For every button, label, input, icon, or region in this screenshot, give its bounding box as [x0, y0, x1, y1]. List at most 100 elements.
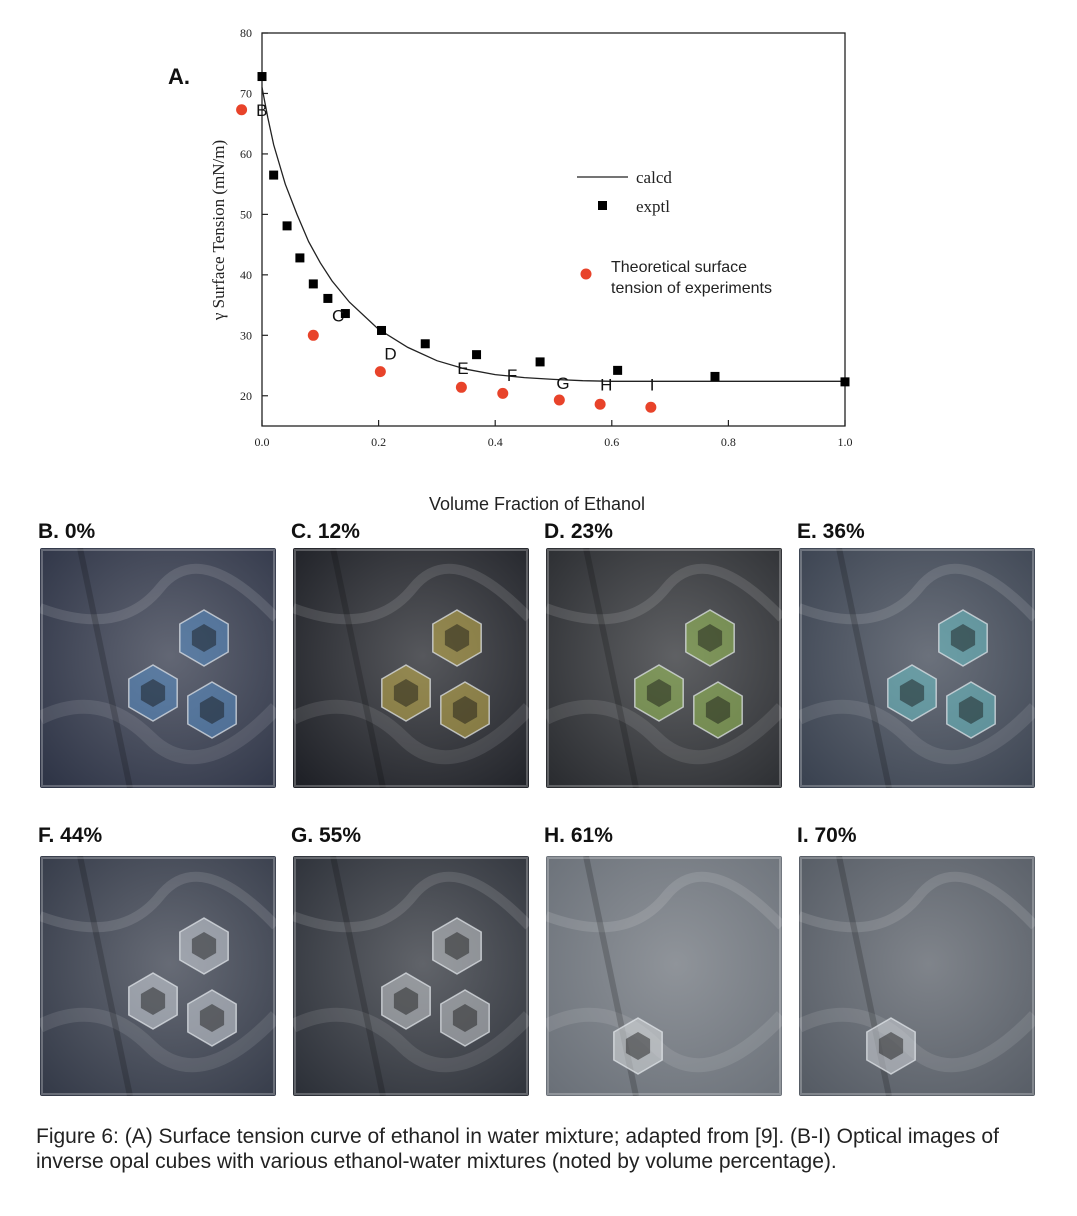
opal-cube-pattern [432, 917, 482, 975]
optical-image-drawing [799, 548, 1035, 788]
exptl-point [535, 357, 545, 367]
exptl-point [377, 325, 387, 335]
opal-cube-pattern [179, 917, 229, 975]
y-tick-label: 70 [240, 86, 252, 100]
x-tick-label: 0.6 [604, 435, 619, 449]
calcd-curve [261, 87, 845, 382]
point-label-f: F [507, 366, 517, 385]
y-tick-label: 40 [240, 268, 252, 282]
exptl-point [308, 279, 318, 289]
legend-exptl-label: exptl [636, 197, 670, 216]
theoretical-point [594, 398, 606, 410]
opal-cube-pattern [381, 972, 431, 1030]
theoretical-point [497, 387, 509, 399]
x-axis-label: Volume Fraction of Ethanol [429, 494, 645, 514]
exptl-point [257, 72, 267, 82]
opal-cube-pattern [887, 664, 937, 722]
figure-caption: Figure 6: (A) Surface tension curve of e… [36, 1125, 999, 1173]
point-label-e: E [457, 359, 468, 378]
x-tick-label: 0.2 [371, 435, 386, 449]
photo-label: F. 44% [38, 824, 103, 847]
opal-cube-pattern [432, 609, 482, 667]
optical-image-drawing [40, 856, 276, 1096]
optical-image [546, 856, 782, 1096]
point-label-b: B [256, 101, 267, 120]
opal-cube-pattern [440, 989, 490, 1047]
optical-image [546, 548, 782, 788]
exptl-point [295, 253, 305, 263]
theoretical-point [455, 381, 467, 393]
opal-cube-pattern [613, 1017, 663, 1075]
opal-cube-pattern [187, 681, 237, 739]
y-tick-label: 50 [240, 207, 252, 221]
theoretical-point [374, 366, 386, 378]
legend-calcd-label: calcd [636, 168, 672, 187]
photo-label: E. 36% [797, 520, 865, 543]
opal-cube-pattern [128, 972, 178, 1030]
legend-theoretical-swatch [580, 268, 592, 280]
y-axis-label: γ Surface Tension (mN/m) [209, 140, 228, 321]
exptl-point [613, 365, 623, 375]
photo-label: B. 0% [38, 520, 96, 543]
axis-ticks: 0.0 0.2 0.4 0.6 0.8 1.0 20 30 40 50 60 70 80 [240, 26, 853, 449]
theoretical-point [236, 104, 248, 116]
plot-frame [261, 32, 846, 427]
optical-image-drawing [799, 856, 1035, 1096]
optical-image-drawing [546, 548, 782, 788]
point-label-g: G [556, 374, 569, 393]
opal-cube-pattern [866, 1017, 916, 1075]
x-tick-label: 0.0 [255, 435, 270, 449]
opal-cube-pattern [381, 664, 431, 722]
panel-a-label: A. [168, 64, 190, 89]
opal-cube-pattern [440, 681, 490, 739]
photo-label: I. 70% [797, 824, 857, 847]
y-tick-label: 80 [240, 26, 252, 40]
exptl-point [269, 170, 279, 180]
opal-cube-pattern [634, 664, 684, 722]
exptl-point [282, 221, 292, 231]
opal-cube-pattern [946, 681, 996, 739]
opal-cube-pattern [938, 609, 988, 667]
y-tick-label: 60 [240, 147, 252, 161]
point-label-i: I [650, 375, 655, 394]
chart-legend: calcd exptl Theoretical surface tension of … [577, 168, 772, 297]
y-tick-label: 30 [240, 328, 252, 342]
exptl-point [340, 309, 350, 319]
point-labels: B C D E F G H I [256, 101, 654, 394]
exptl-point [323, 293, 333, 303]
optical-image [799, 548, 1035, 788]
optical-image [293, 548, 529, 788]
exptl-point [420, 339, 430, 349]
opal-cube-pattern [128, 664, 178, 722]
chart-marks [236, 72, 850, 413]
surface-tension-chart: A. 0.0 0.2 0.4 0.6 0.8 1.0 20 30 40 50 60 70 80 B C D E… [168, 26, 853, 514]
opal-cube-pattern [685, 609, 735, 667]
x-tick-label: 0.4 [488, 435, 503, 449]
optical-image [293, 856, 529, 1096]
opal-cube-pattern [693, 681, 743, 739]
theoretical-point [307, 329, 319, 341]
opal-cube-pattern [187, 989, 237, 1047]
exptl-point [840, 377, 850, 387]
optical-image-drawing [293, 548, 529, 788]
x-tick-label: 1.0 [838, 435, 853, 449]
photo-label: G. 55% [291, 824, 362, 847]
optical-image [40, 548, 276, 788]
theoretical-point [553, 394, 565, 406]
exptl-point [710, 371, 720, 381]
optical-image-drawing [293, 856, 529, 1096]
point-label-c: C [332, 306, 344, 325]
x-tick-label: 0.8 [721, 435, 736, 449]
photo-label: H. 61% [544, 824, 613, 847]
photo-label: C. 12% [291, 520, 360, 543]
point-label-h: H [600, 375, 612, 394]
opal-cube-pattern [179, 609, 229, 667]
legend-theoretical-label: Theoretical surface tension of experiment… [611, 259, 772, 297]
legend-exptl-swatch [598, 201, 607, 210]
point-label-d: D [384, 344, 396, 363]
y-tick-label: 20 [240, 389, 252, 403]
exptl-point [472, 350, 482, 360]
optical-image-drawing [40, 548, 276, 788]
photo-label: D. 23% [544, 520, 613, 543]
optical-image [799, 856, 1035, 1096]
